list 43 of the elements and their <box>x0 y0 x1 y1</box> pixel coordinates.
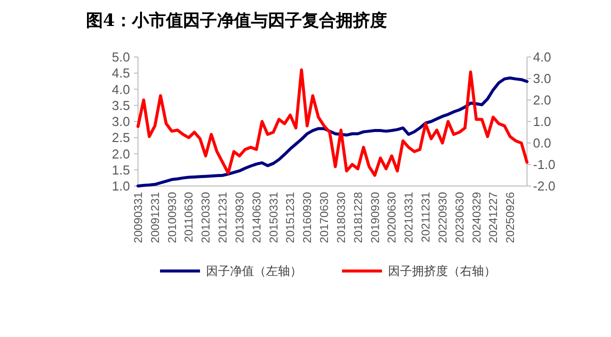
y2-tick-label: 4.0 <box>533 50 552 64</box>
x-tick-label: 20190930 <box>370 192 382 244</box>
x-tick-label: 20200630 <box>386 192 399 244</box>
x-tick-label: 20181228 <box>352 192 365 244</box>
y2-tick-label: -1.0 <box>533 157 556 172</box>
x-tick-label: 20211231 <box>420 192 433 242</box>
y-tick-label: 2.5 <box>112 130 130 146</box>
y-tick-label: 1.5 <box>112 162 130 178</box>
x-tick-label: 20090331 <box>133 192 145 244</box>
x-tick-label: 20250926 <box>505 192 518 244</box>
legend-label: 因子净值（左轴） <box>206 264 302 278</box>
y-tick-label: 3.5 <box>112 98 130 113</box>
y2-tick-label: -2.0 <box>533 178 556 194</box>
x-tick-label: 20240329 <box>471 192 484 244</box>
x-tick-label: 20130930 <box>234 192 246 244</box>
x-tick-label: 20100930 <box>166 192 179 244</box>
x-tick-label: 20121231 <box>218 192 230 244</box>
y-tick-label: 3.0 <box>112 114 130 129</box>
x-tick-label: 20140630 <box>251 192 264 244</box>
y2-tick-label: 3.0 <box>533 71 552 86</box>
y-tick-label: 5.0 <box>112 50 130 64</box>
x-tick-label: 20150331 <box>268 192 280 244</box>
x-tick-label: 20170630 <box>319 192 332 244</box>
y2-tick-label: 1.0 <box>533 114 552 129</box>
x-tick-label: 20180330 <box>336 192 348 244</box>
y2-tick-label: 2.0 <box>533 92 552 108</box>
x-tick-label: 20110630 <box>184 192 196 242</box>
x-tick-label: 20210331 <box>404 192 416 244</box>
y-tick-label: 2.0 <box>112 146 130 162</box>
x-tick-label: 20160930 <box>302 192 314 244</box>
x-tick-label: 20230630 <box>454 192 466 244</box>
y-tick-label: 1.0 <box>112 178 130 194</box>
y2-tick-label: 0.0 <box>533 136 552 150</box>
y-tick-label: 4.0 <box>112 82 130 97</box>
x-tick-label: 20151231 <box>285 192 298 244</box>
chart-title: 图4：小市值因子净值与因子复合拥挤度 <box>86 11 387 31</box>
legend-label: 因子拥挤度（右轴） <box>388 264 496 278</box>
x-tick-label: 20220930 <box>437 192 450 244</box>
y-tick-label: 4.5 <box>112 66 130 81</box>
x-tick-label: 20241227 <box>488 192 500 244</box>
x-tick-label: 20120330 <box>200 192 213 244</box>
x-tick-label: 20091231 <box>150 192 162 244</box>
line-series <box>136 68 528 177</box>
